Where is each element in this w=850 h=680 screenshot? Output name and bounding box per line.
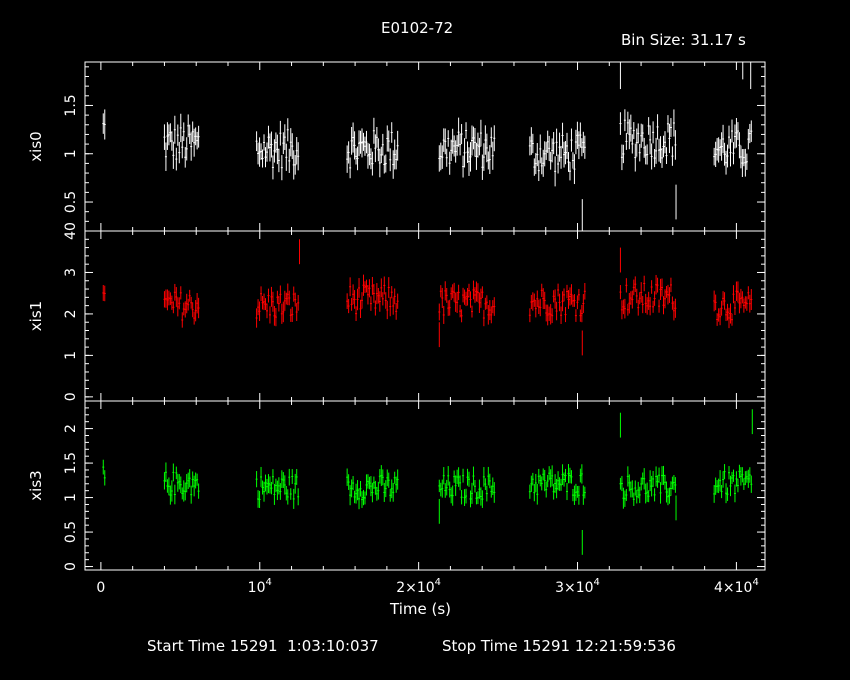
x-tick-label: 104 [248, 577, 272, 596]
plot-title: E0102-72 [381, 19, 454, 37]
stop-time-label: Stop Time 15291 12:21:59:536 [442, 637, 676, 655]
bin-size-label: Bin Size: 31.17 s [621, 31, 746, 49]
y-axis-label-xis1: xis1 [27, 301, 45, 331]
y-tick-label: 1.5 [63, 94, 79, 116]
panel-frame-xis1 [84, 230, 766, 402]
start-time-label: Start Time 15291 1:03:10:037 [147, 637, 379, 655]
y-tick-label: 0 [63, 392, 79, 401]
y-axis-label-xis3: xis3 [27, 470, 45, 500]
y-tick-label: 1.5 [63, 452, 79, 474]
y-tick-label: 40 [63, 222, 79, 240]
x-tick-label: 0 [96, 580, 105, 596]
x-axis-label: Time (s) [390, 600, 451, 618]
y-tick-label: 3 [63, 268, 79, 277]
y-tick-label: 2 [63, 309, 79, 318]
y-tick-label: 0.5 [63, 521, 79, 543]
y-tick-label: 1 [63, 351, 79, 360]
panel-frame-xis3 [84, 400, 766, 571]
x-tick-label: 4×104 [714, 577, 759, 596]
x-tick-label: 3×104 [555, 577, 600, 596]
y-tick-label: 1 [63, 149, 79, 158]
y-tick-label: 0.5 [63, 191, 79, 213]
x-tick-label: 2×104 [396, 577, 441, 596]
y-tick-label: 0 [63, 562, 79, 571]
y-axis-label-xis0: xis0 [27, 131, 45, 161]
y-tick-label: 2 [63, 424, 79, 433]
y-tick-label: 1 [63, 493, 79, 502]
